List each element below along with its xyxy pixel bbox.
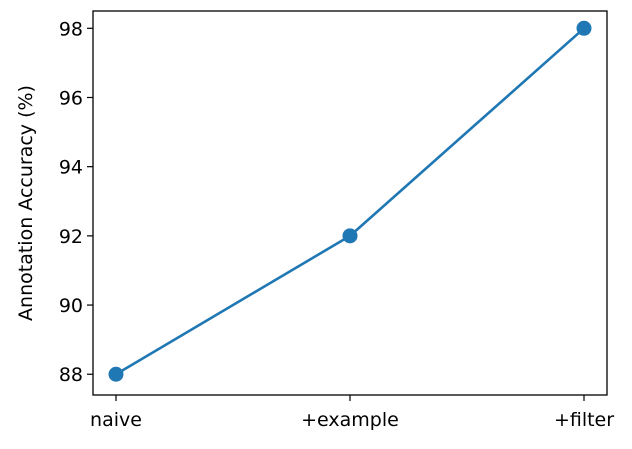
y-axis-label: Annotation Accuracy (%): [15, 85, 37, 321]
plot-frame: [92, 10, 608, 396]
y-tick-label: 92: [59, 226, 83, 248]
y-tick-label: 98: [59, 18, 83, 40]
data-point: [576, 20, 592, 36]
x-tick-label: +filter: [554, 409, 614, 431]
data-point: [108, 366, 124, 382]
plot-area: [93, 11, 607, 395]
series-layer: [108, 20, 592, 382]
data-point: [342, 228, 358, 244]
y-tick-label: 94: [59, 157, 83, 179]
y-tick-label: 96: [59, 87, 83, 109]
x-axis-ticks: naive +example +filter: [90, 395, 614, 431]
y-tick-label: 88: [59, 364, 83, 386]
x-tick-label: +example: [301, 409, 399, 431]
x-tick-label: naive: [90, 409, 142, 431]
y-axis-ticks: 88 90 92 94 96 98: [59, 18, 93, 386]
y-tick-label: 90: [59, 295, 83, 317]
